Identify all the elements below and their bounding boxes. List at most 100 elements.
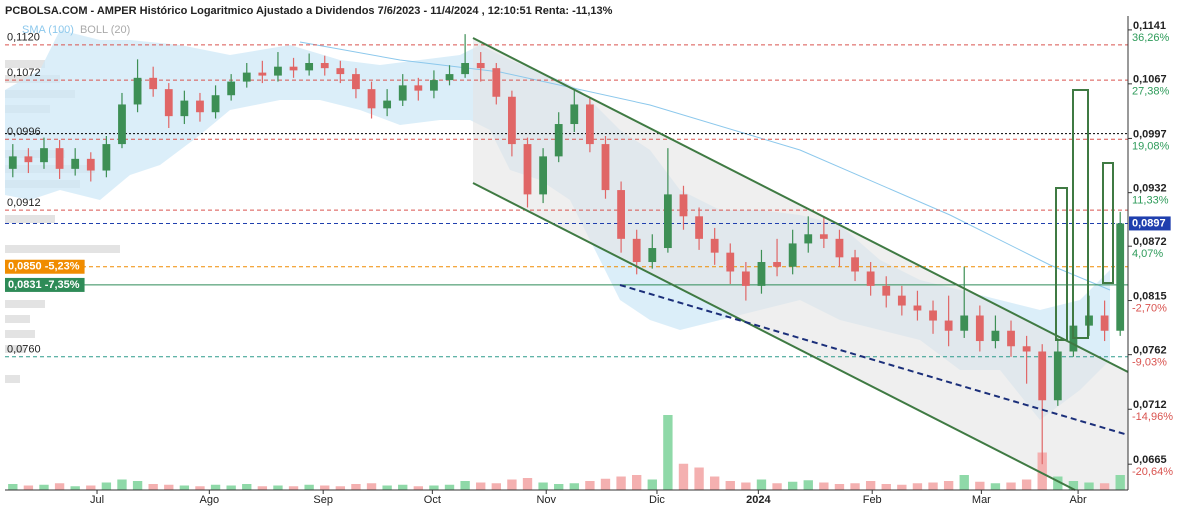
y-tick-change: 19,08% xyxy=(1132,140,1170,152)
volume-bar xyxy=(23,485,34,490)
candle-body xyxy=(180,100,189,117)
candle-body xyxy=(133,77,142,105)
volume-bar xyxy=(678,463,689,490)
candle-body xyxy=(1116,223,1125,331)
volume-bar xyxy=(865,481,876,490)
legend-entry: BOLL (20) xyxy=(80,24,130,36)
candle-body xyxy=(305,62,314,71)
candle-body xyxy=(492,68,501,97)
y-tick-label: 0,0872 xyxy=(1133,236,1167,248)
y-tick-change: -9,03% xyxy=(1132,357,1167,369)
volume-bar xyxy=(351,484,361,490)
volume-bar xyxy=(1037,452,1047,490)
volume-bar xyxy=(663,415,673,490)
volume-bar xyxy=(554,484,564,490)
volume-bar xyxy=(881,484,891,490)
volume-bar xyxy=(273,485,283,490)
volume-bar xyxy=(210,484,221,490)
level-box xyxy=(5,277,85,292)
candle-body xyxy=(695,216,703,239)
level-label: 0,0996 xyxy=(7,126,41,138)
candle-body xyxy=(1022,346,1031,352)
volume-bar xyxy=(382,485,392,490)
volume-bar xyxy=(304,484,314,490)
x-tick-label: Dic xyxy=(649,494,665,506)
level-box xyxy=(5,259,85,274)
x-tick-label: Nov xyxy=(536,494,556,506)
channel-fill xyxy=(473,38,1128,490)
candle-body xyxy=(570,104,579,125)
y-tick-label: 0,0712 xyxy=(1133,399,1167,411)
candle-body xyxy=(227,81,236,96)
candle-body xyxy=(196,100,204,113)
volume-bar xyxy=(632,475,642,490)
candle-body xyxy=(383,100,392,109)
volume-bar xyxy=(647,479,657,490)
candle-body xyxy=(242,72,251,82)
volume-bar xyxy=(54,483,65,490)
candle-body xyxy=(55,148,64,169)
volume-bar xyxy=(725,481,735,490)
volume-bar xyxy=(413,486,424,490)
candle-body xyxy=(773,262,781,267)
candle-body xyxy=(944,320,953,331)
candle-body xyxy=(757,262,766,286)
candle-body xyxy=(788,243,797,267)
volume-bar xyxy=(928,482,938,490)
candle-body xyxy=(461,62,470,75)
volume-bar xyxy=(1084,482,1094,490)
volume-bar xyxy=(569,483,579,490)
candle-body xyxy=(71,158,80,169)
y-tick-label: 0,1141 xyxy=(1133,20,1166,32)
level-label: 0,1120 xyxy=(7,32,40,44)
x-tick-label: 2024 xyxy=(746,494,771,506)
level-label: 0,0760 xyxy=(7,344,41,356)
candle-body xyxy=(414,85,423,91)
volume-bar xyxy=(257,486,268,490)
volume-bar xyxy=(8,484,18,490)
candle-body xyxy=(648,248,657,263)
candle-body xyxy=(710,238,719,253)
volume-bar xyxy=(288,486,299,490)
channel-lines xyxy=(472,37,1129,491)
volume-bar xyxy=(507,479,517,490)
volume-bar xyxy=(320,485,330,490)
volume-bar xyxy=(959,475,969,490)
level-label: 0,0831 -7,35% xyxy=(8,279,80,291)
volume-bar xyxy=(86,485,96,490)
candle-body xyxy=(804,234,813,244)
candle-body xyxy=(336,68,345,75)
level-label: 0,1072 xyxy=(7,67,41,79)
candle-body xyxy=(1053,351,1062,401)
volume-bar xyxy=(195,486,205,490)
candle-body xyxy=(741,271,750,286)
candle-body xyxy=(819,234,828,239)
volume-bar xyxy=(39,484,49,490)
candle-body xyxy=(352,74,360,90)
y-tick-label: 0,0815 xyxy=(1133,290,1167,302)
candle-body xyxy=(274,66,282,76)
candle-body xyxy=(164,89,173,117)
volume-bar xyxy=(975,481,985,490)
candle-body xyxy=(1100,315,1109,331)
candle-body xyxy=(1007,330,1015,347)
x-tick-label: Feb xyxy=(863,494,882,506)
candle-body xyxy=(367,89,376,109)
candle-body xyxy=(86,158,95,171)
y-tick-change: 36,26% xyxy=(1132,32,1170,44)
candle-body xyxy=(1085,315,1093,326)
volume-bar xyxy=(335,486,346,490)
volume-bar xyxy=(226,485,236,490)
y-tick-change: 11,33% xyxy=(1132,195,1169,207)
candle-body xyxy=(601,144,610,191)
x-tick-label: Mar xyxy=(972,494,991,506)
candle-body xyxy=(897,295,906,306)
candle-body xyxy=(211,95,220,113)
volume-bar xyxy=(943,481,954,490)
candle-body xyxy=(663,194,672,249)
candle-body xyxy=(523,144,532,195)
volume-bar xyxy=(242,484,252,490)
volume-bar xyxy=(694,467,704,490)
candle-body xyxy=(539,156,548,195)
